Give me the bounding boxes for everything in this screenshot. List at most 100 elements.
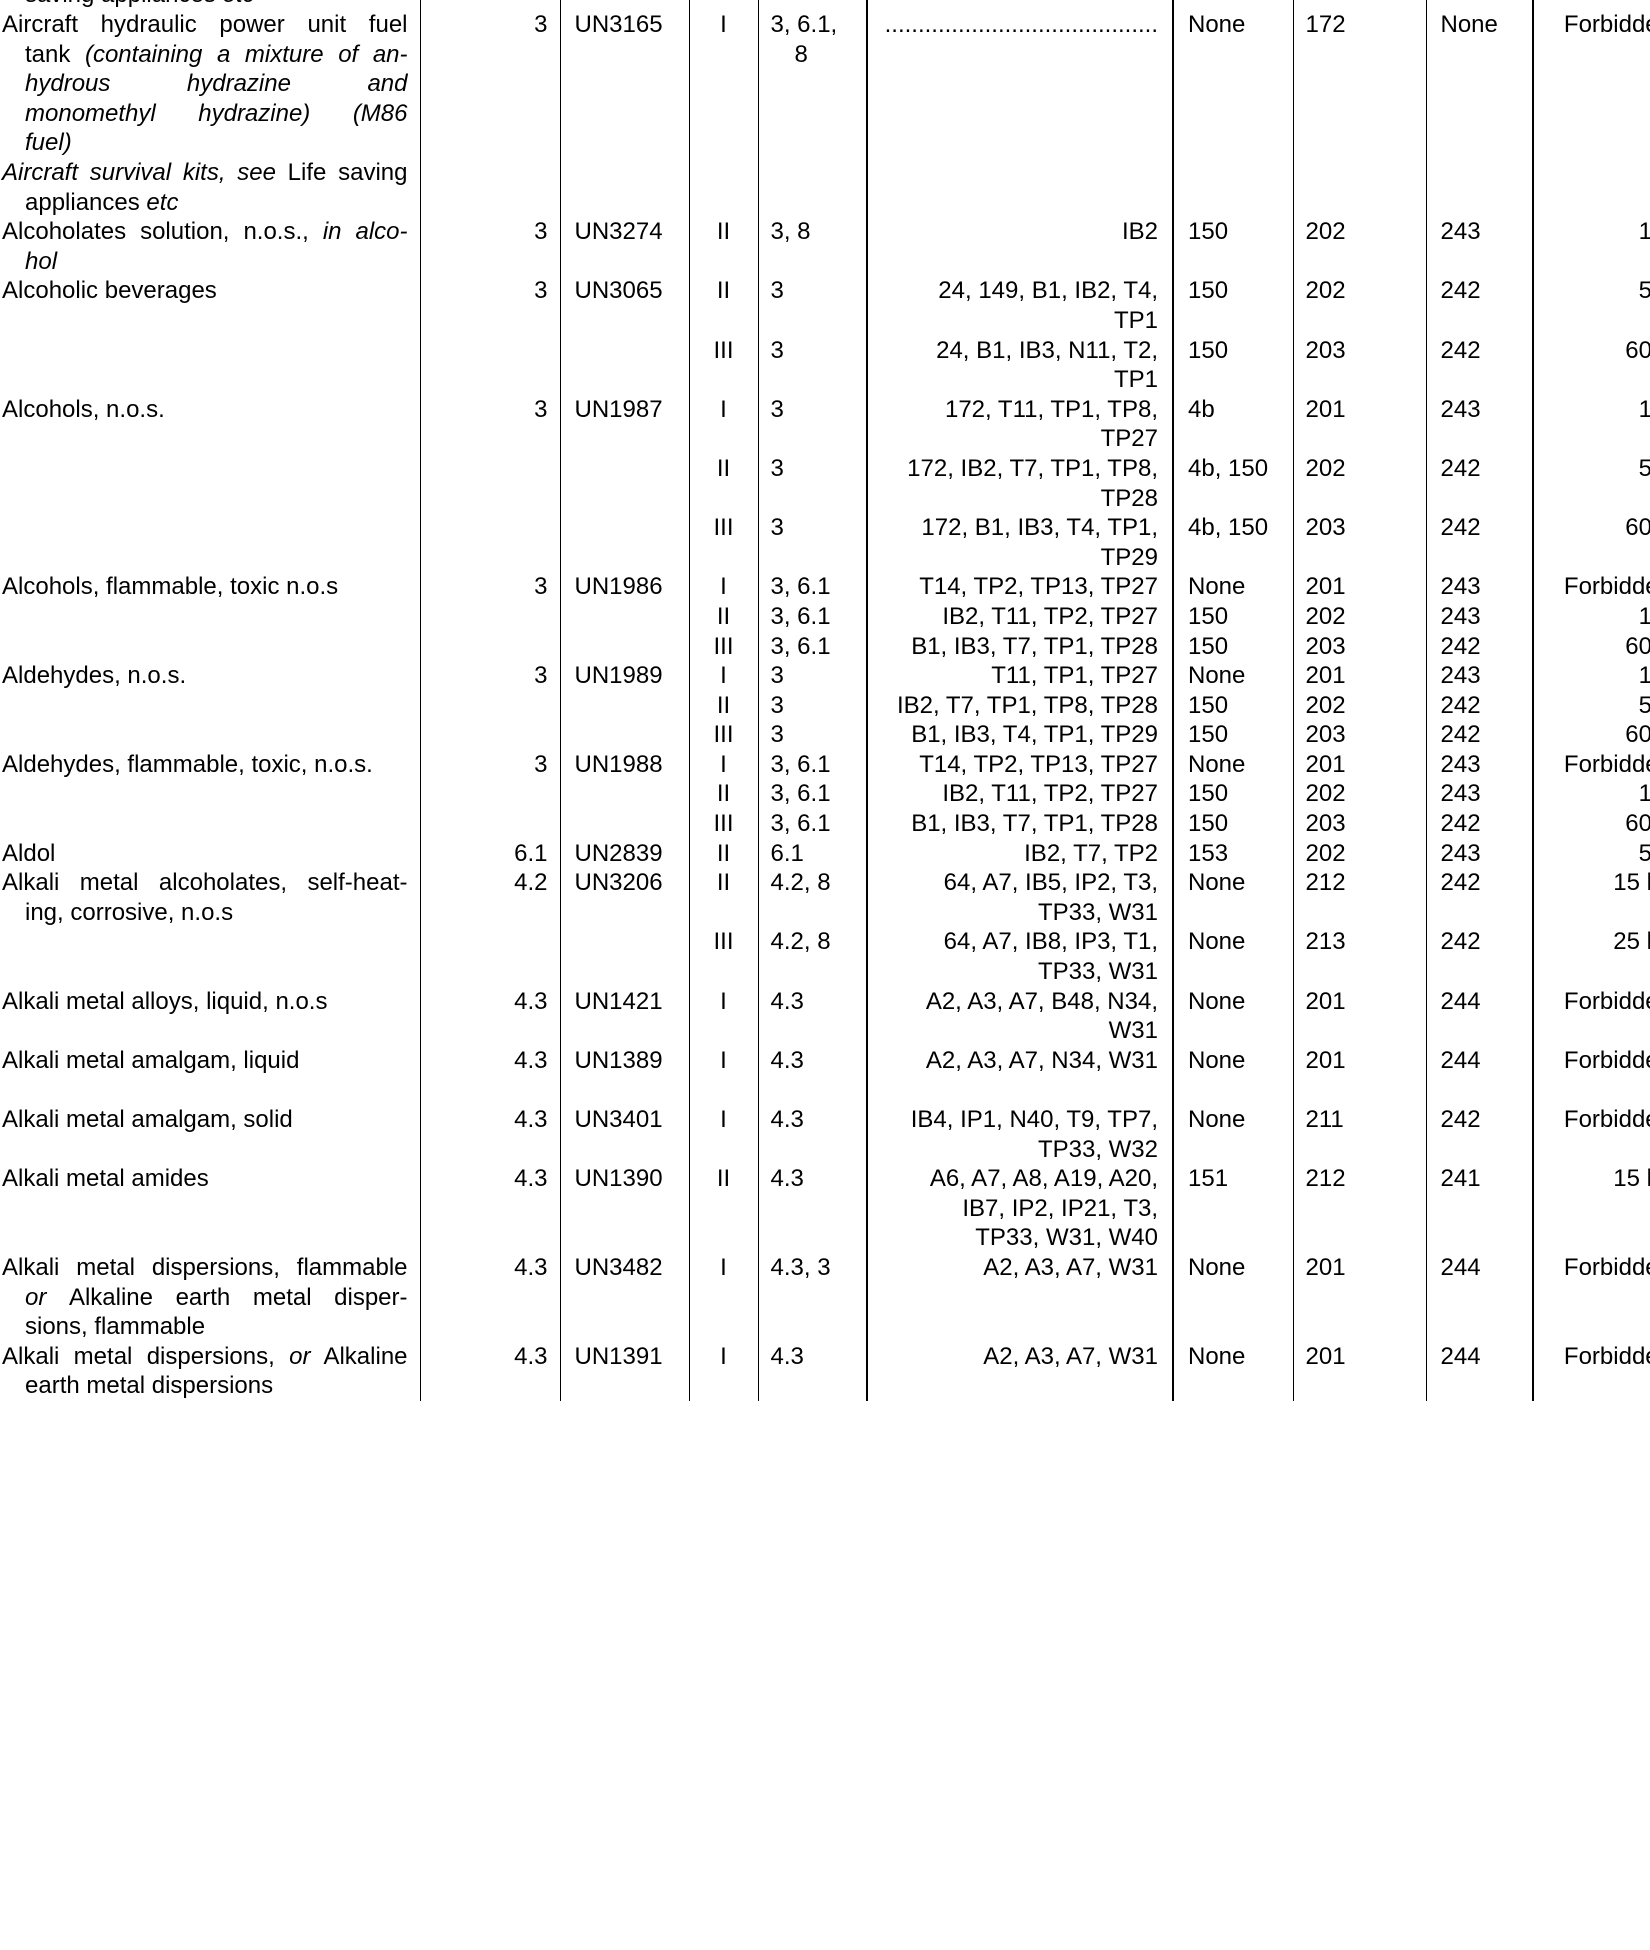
table-row: III 3, 6.1 B1, IB3, T7, TP1, TP28 150 203 242… (0, 809, 1650, 839)
description-line: Aldehydes, flammable, toxic, n.o.s. (0, 750, 420, 780)
bulk-packaging-cell: 243 (1425, 779, 1533, 810)
special-provisions: T11, TP1, TP27 (866, 661, 1173, 691)
special-provisions-line: A2, A3, A7, N34, W31 (925, 1046, 1158, 1074)
passenger-quantity-cell: 5 L (1532, 838, 1650, 869)
special-provisions-line: TP33, W31, W40 (975, 1224, 1158, 1252)
label-codes-line: 3 (770, 336, 784, 364)
table-row: saving appliances etc (0, 0, 1650, 10)
text-segment: Alcohols, flammable, toxic n.o.s (2, 573, 339, 601)
label-codes (757, 158, 867, 218)
passenger-quantity-cell: 15 kg (1532, 1164, 1650, 1253)
text-segment: Alkali metal amalgam, solid (2, 1106, 293, 1133)
un-number-cell: UN3482 (559, 1252, 689, 1342)
non-bulk-packaging-cell: 202 (1292, 601, 1426, 632)
special-provisions-line: A2, A3, A7, B48, N34, (925, 987, 1158, 1015)
packing-group-cell: II (688, 217, 758, 277)
passenger-quantity-cell: Forbidden (1532, 572, 1650, 602)
non-bulk-packaging-cell: 202 (1292, 690, 1426, 721)
special-provisions: IB2 (866, 217, 1173, 277)
non-bulk-packaging-cell: 202 (1292, 276, 1426, 336)
special-provisions-line: T14, TP2, TP13, TP27 (919, 750, 1158, 778)
un-number-cell (559, 513, 689, 573)
hazard-class-cell: 3 (419, 276, 560, 336)
description-line: Alkali metal dispersions, or Alkaline (0, 1342, 420, 1372)
un-number-cell: UN1986 (559, 572, 689, 602)
material-description-cell: Alkali metal alloys, liquid, n.o.s (0, 987, 420, 1046)
special-provisions: IB2, T7, TP1, TP8, TP28 (866, 690, 1173, 721)
hazard-class-cell: 4.3 (419, 986, 560, 1046)
special-provisions-line: TP27 (1100, 425, 1158, 453)
description-line: Aircraft hydraulic power unit fuel (0, 10, 420, 40)
special-provisions: 64, A7, IB8, IP3, T1, TP33, W31 (866, 927, 1173, 987)
packing-group-cell: I (688, 1252, 758, 1342)
special-provisions-line: TP28 (1100, 484, 1158, 512)
material-description-cell (0, 779, 420, 809)
bulk-packaging-cell: 243 (1425, 394, 1533, 454)
label-codes: 3 (757, 720, 867, 750)
packing-group-cell: III (688, 335, 758, 395)
hazard-class-cell: 3 (419, 749, 560, 780)
un-number-cell (559, 809, 689, 839)
label-codes-line: 3, 6.1, (770, 11, 838, 38)
hazardous-materials-table: saving appliances etcAircraft hydraulic … (0, 0, 1650, 1401)
italic-text: in alco- (322, 218, 408, 246)
special-provisions: 64, A7, IB5, IP2, T3, TP33, W31 (866, 868, 1173, 928)
special-provisions: A2, A3, A7, W31 (866, 1252, 1173, 1342)
non-bulk-packaging-cell: 212 (1292, 868, 1426, 928)
description-line: appliances etc (0, 188, 420, 218)
description-line: Alcoholic beverages (0, 276, 420, 306)
hazard-class-cell (419, 927, 560, 987)
text-segment: Alkali metal alloys, liquid, n.o.s (2, 987, 328, 1015)
non-bulk-packaging-cell: 211 (1292, 1105, 1426, 1165)
packing-group-cell: III (688, 631, 758, 662)
packing-group-cell: I (688, 572, 758, 602)
passenger-quantity-cell: 60 L (1532, 631, 1650, 662)
label-codes-line: 4.3 (770, 1165, 804, 1193)
label-codes: 4.3 (757, 1105, 867, 1165)
passenger-quantity-cell: Forbidden (1532, 1045, 1650, 1105)
exceptions-cell: 150 (1172, 601, 1293, 632)
text-segment: Aldol (2, 839, 56, 867)
material-description-cell (0, 720, 420, 750)
non-bulk-packaging-cell: 201 (1292, 572, 1426, 602)
material-description-cell: saving appliances etc (0, 0, 420, 10)
non-bulk-packaging-cell: 203 (1292, 513, 1426, 573)
label-codes: 3, 6.1 (757, 749, 867, 780)
special-provisions-line: 24, 149, B1, IB2, T4, (938, 277, 1158, 305)
passenger-quantity-cell (1532, 0, 1650, 10)
description-line: Alcohols, flammable, toxic n.o.s (0, 572, 420, 602)
passenger-quantity-cell: Forbidden (1532, 1105, 1650, 1165)
special-provisions: A2, A3, A7, B48, N34, W31 (866, 986, 1173, 1046)
exceptions-cell: None (1172, 572, 1293, 602)
exceptions-cell: 4b, 150 (1172, 513, 1293, 573)
description-line: sions, flammable (0, 1312, 420, 1342)
packing-group-cell: I (688, 1045, 758, 1105)
bulk-packaging-cell: 241 (1425, 1164, 1533, 1253)
hazard-class-cell (419, 453, 560, 514)
text-segment: Alkaline earth metal disper- (68, 1283, 408, 1311)
special-provisions: B1, IB3, T7, TP1, TP28 (866, 631, 1173, 662)
packing-group-cell: II (688, 453, 758, 514)
table-row: Aldehydes, flammable, toxic, n.o.s. 3 UN19… (0, 749, 1650, 780)
packing-group-cell: I (688, 1341, 758, 1401)
label-codes: 3, 8 (757, 217, 867, 277)
table-row: Alkali metal amides 4.3 UN1390 II 4.3 A6, A7,… (0, 1164, 1650, 1253)
special-provisions: A6, A7, A8, A19, A20, IB7, IP2, IP21, T3,… (866, 1164, 1173, 1253)
exceptions-cell: None (1172, 1045, 1293, 1105)
table-row: Alkali metal alcoholates, self-heat-ing,… (0, 868, 1650, 928)
special-provisions-line: 172, IB2, T7, TP1, TP8, (907, 454, 1158, 482)
material-description-cell: Alcoholates solution, n.o.s., in alco-ho… (0, 217, 420, 276)
exceptions-cell: 150 (1172, 720, 1293, 750)
bulk-packaging-cell: 242 (1425, 809, 1533, 839)
special-provisions-line: IB2, T7, TP1, TP8, TP28 (896, 691, 1158, 719)
bulk-packaging-cell: 242 (1425, 690, 1533, 721)
hazard-class-cell (419, 779, 560, 810)
special-provisions: A2, A3, A7, N34, W31 (866, 1045, 1173, 1105)
bulk-packaging-cell (1425, 158, 1533, 218)
non-bulk-packaging-cell: 212 (1292, 1164, 1426, 1253)
special-provisions-line: TP29 (1100, 543, 1158, 571)
hazard-class-cell (419, 601, 560, 632)
special-provisions: IB2, T11, TP2, TP27 (866, 601, 1173, 632)
un-number-cell: UN1389 (559, 1045, 689, 1105)
table-row: Alkali metal dispersions, or Alkaline ear… (0, 1341, 1650, 1401)
